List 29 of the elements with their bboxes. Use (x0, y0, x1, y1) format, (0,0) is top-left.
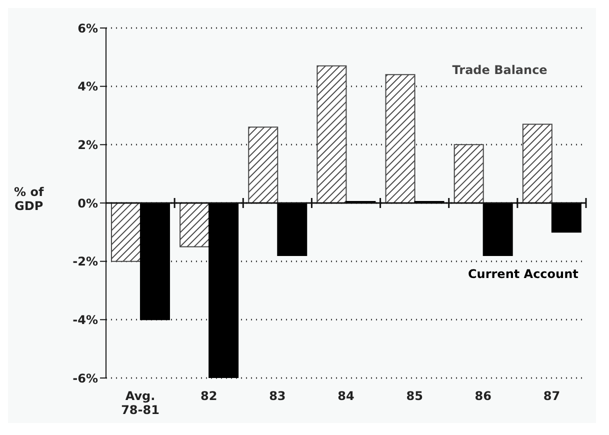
y-tick-label: -6% (72, 371, 98, 386)
x-tick-label: 82 (200, 389, 218, 403)
y-tick-label: 6% (78, 21, 98, 36)
x-tick-label: 87 (543, 389, 560, 403)
bar (277, 202, 308, 256)
x-tick-label: 83 (269, 389, 286, 403)
y-axis-title: % of GDP (14, 185, 44, 213)
text: Trade Balance (452, 63, 548, 77)
bar (140, 202, 170, 320)
series-label: Current Account (468, 267, 578, 282)
y-tick-label: 4% (78, 80, 98, 94)
x-tick-label: 85 (406, 389, 423, 403)
bar (522, 124, 552, 204)
x-tick-label: 86 (474, 389, 492, 403)
bar (248, 126, 278, 204)
y-tick-label: -4% (72, 312, 98, 327)
x-tick-label: Avg. 78-81 (121, 389, 160, 417)
bar (482, 202, 513, 256)
bar (110, 202, 141, 262)
bar (316, 65, 347, 204)
bar (180, 202, 210, 248)
bar (454, 144, 484, 204)
bar (385, 74, 416, 204)
x-tick-label: 84 (338, 389, 354, 403)
bar (551, 202, 582, 233)
y-tick-label: 2% (78, 138, 98, 152)
bar (208, 202, 239, 378)
y-tick-label: 0% (78, 196, 98, 210)
y-tick-label: -2% (72, 254, 98, 269)
